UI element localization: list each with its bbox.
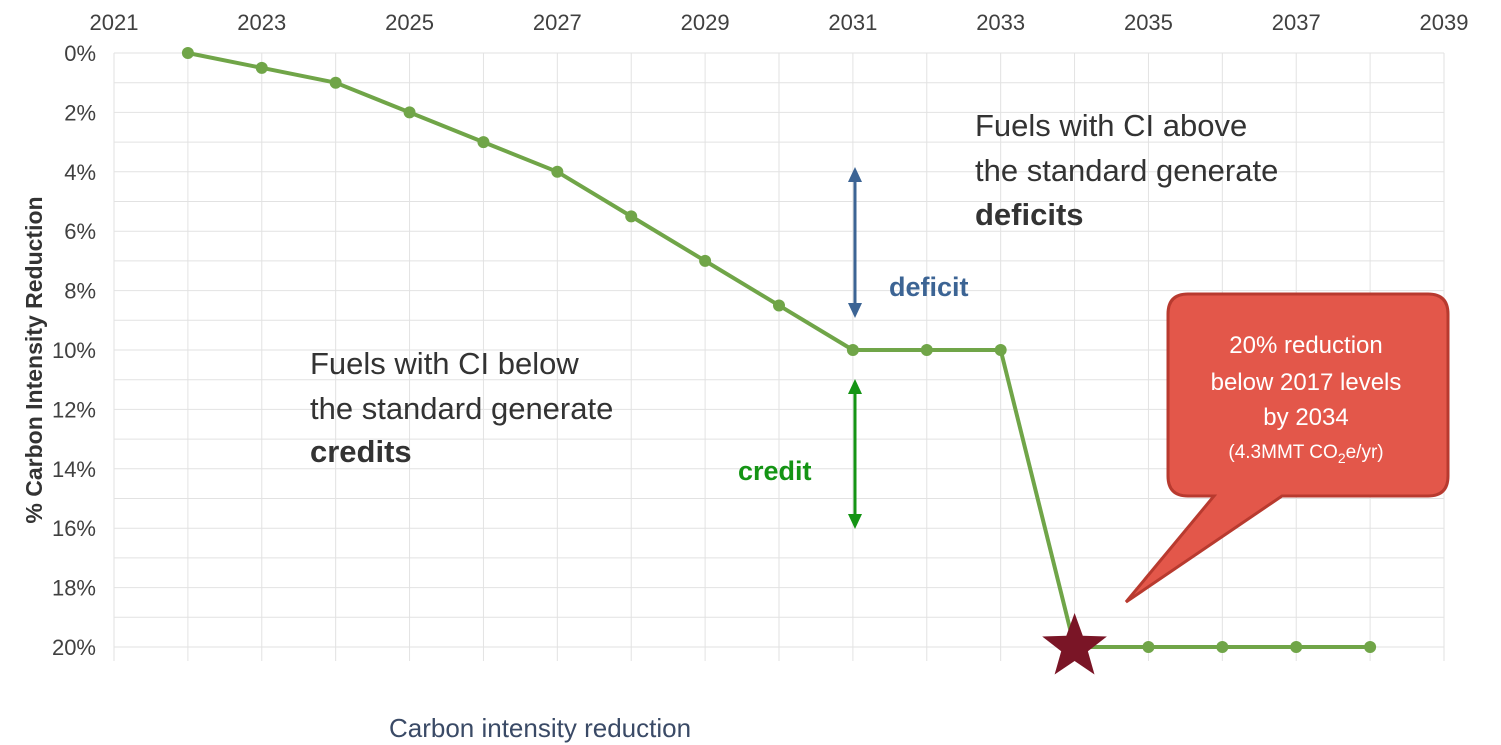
y-axis-label: % Carbon Intensity Reduction — [21, 196, 47, 523]
y-tick-label: 2% — [64, 100, 96, 125]
data-point — [699, 254, 712, 267]
credit-arrow — [848, 379, 862, 529]
y-tick-label: 10% — [52, 338, 96, 363]
data-point — [773, 299, 785, 312]
callout-subline: (4.3MMT CO2e/yr) — [1228, 442, 1383, 466]
y-tick-label: 20% — [52, 635, 96, 660]
y-tick-label: 0% — [64, 41, 96, 66]
y-tick-label: 16% — [52, 516, 96, 541]
data-point — [625, 210, 638, 223]
x-tick-label: 2037 — [1272, 10, 1321, 35]
data-point — [994, 344, 1007, 356]
data-point — [329, 76, 342, 89]
x-tick-labels: 2021 2023 2025 2027 2029 2031 2033 2035 2037 2039 — [90, 10, 1469, 35]
data-point — [1142, 641, 1155, 653]
data-point — [181, 47, 194, 59]
deficit-label: deficit — [889, 272, 969, 302]
callout-line-1: 20% reduction — [1229, 332, 1382, 359]
target-star — [1042, 613, 1107, 675]
x-tick-label: 2031 — [828, 10, 877, 35]
data-point — [1216, 641, 1229, 653]
below-note-line-1: Fuels with CI below — [310, 346, 579, 381]
data-point — [255, 61, 268, 74]
y-tick-label: 18% — [52, 576, 96, 601]
series-line-group — [181, 47, 1377, 653]
x-tick-label: 2035 — [1124, 10, 1173, 35]
deficit-arrow — [848, 167, 862, 318]
y-tick-label: 4% — [64, 160, 96, 185]
callout-line-2: below 2017 levels — [1211, 369, 1402, 396]
x-tick-label: 2033 — [976, 10, 1025, 35]
x-tick-label: 2025 — [385, 10, 434, 35]
data-point — [920, 344, 933, 356]
data-point — [1364, 641, 1377, 653]
y-tick-label: 14% — [52, 457, 96, 482]
x-tick-label: 2029 — [681, 10, 730, 35]
callout-line-3: by 2034 — [1263, 404, 1348, 431]
data-point — [551, 165, 564, 178]
target-star-marker — [1042, 613, 1107, 675]
data-point — [846, 344, 859, 356]
credit-label: credit — [738, 456, 812, 486]
y-tick-label: 6% — [64, 219, 96, 244]
above-note-line-2: the standard generate — [975, 153, 1278, 188]
data-point — [477, 136, 490, 149]
y-tick-label: 12% — [52, 397, 96, 422]
x-tick-label: 2021 — [90, 10, 139, 35]
target-callout-bubble — [1124, 292, 1450, 604]
y-tick-label: 8% — [64, 279, 96, 304]
x-axis-label: Carbon intensity reduction — [389, 713, 691, 743]
above-note-highlight: deficits — [975, 197, 1084, 232]
above-note-line-1: Fuels with CI above — [975, 108, 1247, 143]
data-point — [1290, 641, 1303, 653]
x-tick-label: 2023 — [237, 10, 286, 35]
x-tick-label: 2027 — [533, 10, 582, 35]
x-tick-label: 2039 — [1420, 10, 1469, 35]
below-note-line-2: the standard generate — [310, 391, 613, 426]
below-note-highlight: credits — [310, 434, 412, 469]
y-tick-labels: 0% 2% 4% 6% 8% 10% 12% 14% 16% 18% 20% — [52, 41, 96, 660]
data-point — [403, 106, 416, 119]
